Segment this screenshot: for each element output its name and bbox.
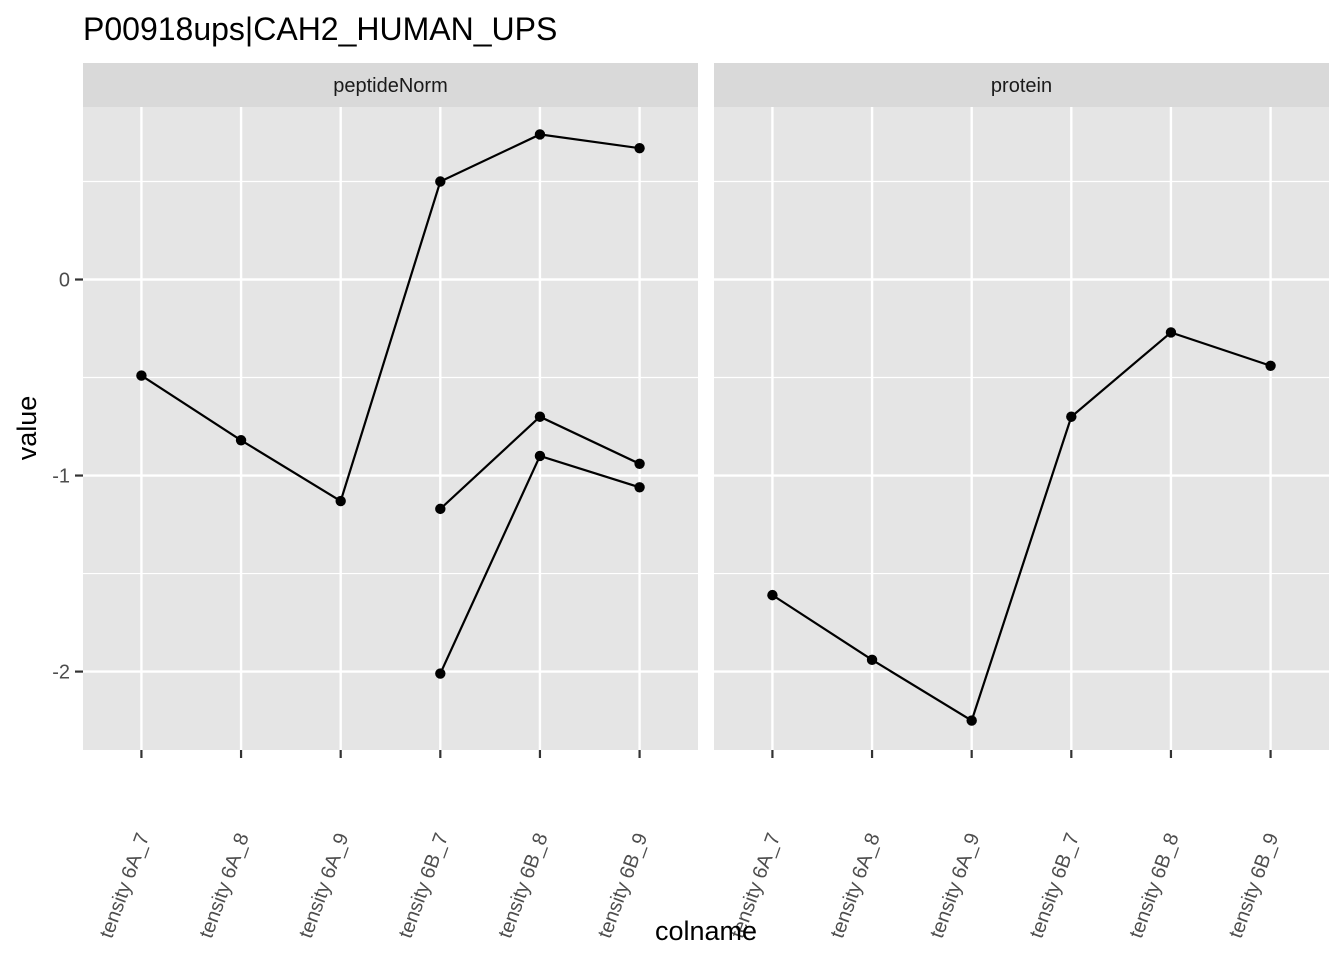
data-point [1165,327,1177,338]
chart-title: P00918ups|CAH2_HUMAN_UPS [83,11,557,47]
data-point [534,450,546,462]
data-point [634,142,645,154]
data-point [435,176,446,187]
series-line-1 [771,331,1271,723]
x-tick-label: tensity 6A_7 [96,830,154,941]
data-point [235,435,247,446]
x-tick-label: tensity 6B_8 [1125,830,1183,941]
x-tick-label: tensity 6B_9 [594,830,652,941]
panel-background [83,107,698,750]
data-point [435,668,446,679]
x-tick-label: tensity 6A_8 [826,830,884,941]
y-tick-label: 0 [59,270,70,292]
data-point [534,411,546,422]
facet-panels: peptideNorm protein [83,63,1329,750]
panel-background [714,107,1329,750]
facet-panel-protein: protein [714,63,1329,750]
data-point [335,495,346,507]
data-point [634,482,645,493]
data-point [634,458,645,469]
x-tick-label: tensity 6B_8 [494,830,552,941]
x-tick-label: tensity 6A_9 [926,830,984,941]
y-tick-label: -1 [52,466,70,488]
facet-strip-label: peptideNorm [333,75,448,97]
x-axis-peptideNorm: tensity 6A_7 tensity 6A_8 tensity 6A_9 tens… [96,750,652,941]
x-axis-protein: tensity 6A_7 tensity 6A_8 tensity 6A_9 tens… [727,750,1283,941]
data-point [1265,360,1276,371]
facet-strip [83,63,698,107]
data-point [767,589,778,601]
y-axis: -2 -1 0 [52,270,83,684]
facet-strip-label: protein [991,75,1052,97]
x-tick-label: tensity 6B_7 [395,830,453,941]
series-line-1 [140,133,640,503]
data-point [866,654,878,666]
data-point [136,370,147,381]
y-tick-label: -2 [52,662,70,684]
y-axis-title: value [12,396,42,461]
x-tick-label: tensity 6A_9 [295,830,353,941]
x-axis-title: colname [655,916,757,946]
data-point [1066,411,1077,422]
data-point [435,503,446,515]
x-tick-label: tensity 6A_8 [195,830,253,941]
data-point [534,129,546,140]
x-axes: tensity 6A_7 tensity 6A_8 tensity 6A_9 tens… [96,750,1283,941]
x-tick-label: tensity 6B_7 [1026,830,1084,941]
data-point [966,715,977,726]
facet-panel-peptideNorm: peptideNorm [83,63,698,750]
facet-strip [714,63,1329,107]
x-tick-label: tensity 6B_9 [1225,830,1283,941]
